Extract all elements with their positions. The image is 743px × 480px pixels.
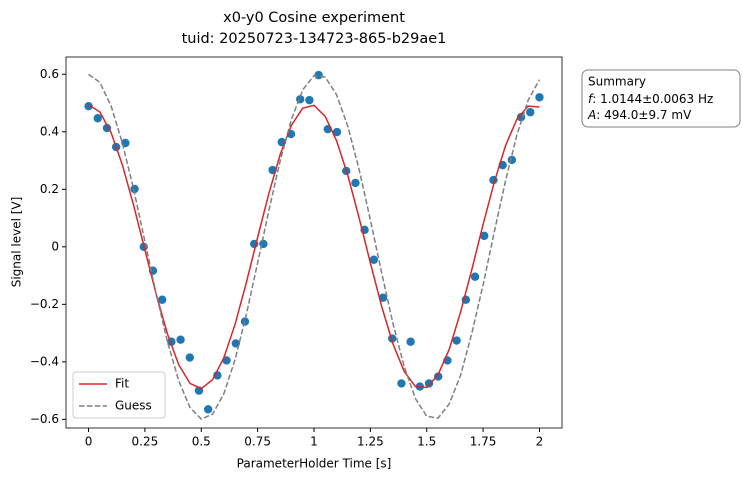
summary-symbol: A — [587, 108, 596, 122]
data-point — [314, 70, 323, 80]
data-point — [424, 379, 434, 388]
data-point — [222, 356, 231, 365]
data-point — [480, 231, 489, 241]
data-point — [526, 108, 535, 117]
x-tick-label: 2 — [536, 435, 544, 449]
y-tick-label: −0.2 — [30, 297, 59, 311]
y-tick-label: −0.4 — [30, 354, 59, 368]
y-tick-label: 0.4 — [40, 124, 59, 138]
summary-symbol: f — [588, 92, 594, 106]
curve — [88, 104, 540, 390]
x-tick-label: 0.75 — [244, 435, 271, 449]
data-point — [351, 178, 360, 188]
y-tick-label: 0.2 — [40, 182, 59, 196]
chart-title: x0-y0 Cosine experiment — [223, 10, 405, 26]
summary-heading: Summary — [588, 75, 646, 89]
x-tick-label: 1.75 — [470, 435, 497, 449]
x-tick-label: 0.5 — [192, 435, 211, 449]
data-point — [332, 127, 342, 137]
x-tick-label: 1.5 — [417, 435, 436, 449]
summary-box — [581, 69, 741, 128]
data-point — [176, 335, 185, 344]
data-point — [369, 255, 379, 264]
data-point — [305, 95, 314, 105]
summary-line: f: 1.0144±0.0063 Hz — [588, 92, 713, 106]
data-point — [203, 405, 213, 414]
x-tick-label: 1 — [310, 435, 318, 449]
y-tick-label: −0.6 — [30, 412, 59, 426]
data-point — [507, 155, 517, 165]
x-tick-label: 0 — [85, 435, 93, 449]
data-point — [434, 372, 443, 381]
x-tick-label: 0.25 — [132, 435, 159, 449]
data-point — [84, 101, 93, 111]
data-point — [452, 336, 461, 345]
y-tick-label: 0.6 — [40, 67, 59, 81]
legend-label: Fit — [115, 377, 129, 391]
x-axis-label: ParameterHolder Time [s] — [237, 457, 392, 471]
data-point — [406, 337, 415, 346]
plot-frame — [65, 56, 563, 429]
summary-value: : 494.0±9.7 mV — [596, 108, 692, 122]
data-point — [93, 114, 102, 123]
x-tick-label: 1.25 — [357, 435, 384, 449]
data-point — [535, 93, 544, 102]
legend-label: Guess — [115, 399, 152, 413]
data-point — [157, 295, 167, 304]
summary-line: A: 494.0±9.7 mV — [587, 108, 692, 122]
data-point — [378, 293, 388, 302]
curve — [88, 73, 541, 420]
y-axis-label: Signal level [V] — [10, 197, 24, 288]
chart-subtitle: tuid: 20250723-134723-865-b29ae1 — [182, 31, 447, 47]
data-point — [397, 379, 406, 388]
data-point — [470, 272, 480, 281]
summary-value: : 1.0144±0.0063 Hz — [592, 92, 713, 106]
y-tick-label: 0 — [51, 239, 59, 253]
data-point — [185, 353, 194, 362]
